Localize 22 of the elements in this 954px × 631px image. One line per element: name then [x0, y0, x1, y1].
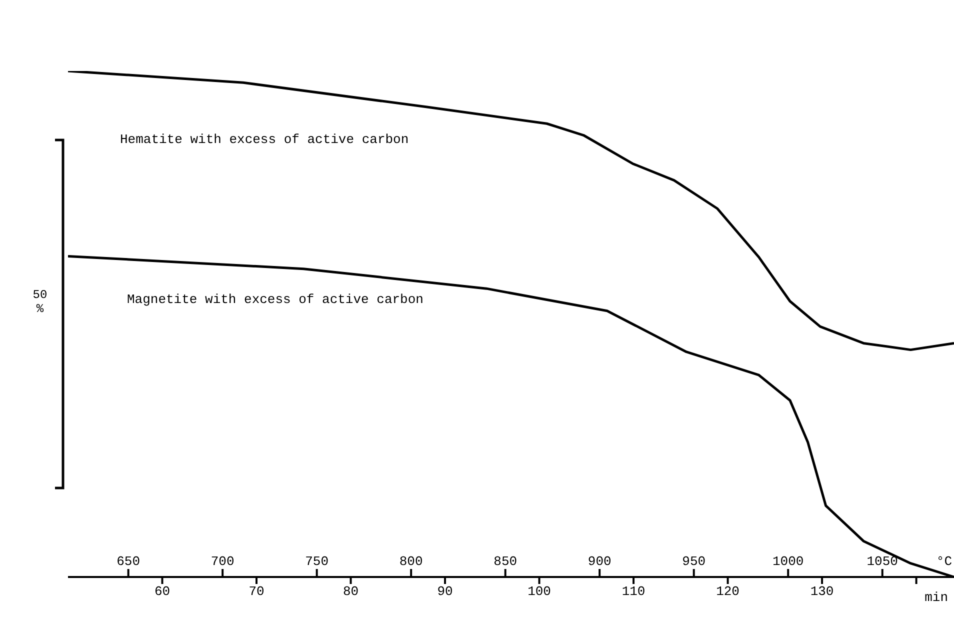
x-tick-label: 100 [528, 584, 551, 600]
x2-tick-label: 900 [588, 554, 612, 569]
series-label: Magnetite with excess of active carbon [127, 292, 424, 307]
x2-tick-label: 800 [399, 554, 423, 569]
x2-tick-label: 1000 [772, 554, 804, 569]
x-tick-label: 60 [154, 584, 170, 600]
x-axis-title: min [924, 590, 948, 605]
x2-tick-label: 700 [210, 554, 234, 569]
x-tick-label: 110 [622, 584, 646, 600]
x2-axis-title: °C [936, 554, 952, 569]
x-tick-label: 70 [248, 584, 264, 600]
x2-tick-label: 950 [682, 554, 706, 569]
x-tick-label: 80 [342, 584, 359, 600]
x2-tick-label: 650 [116, 554, 140, 569]
text: Hematite with excess of active carbon [120, 132, 409, 147]
text: 50 % [32, 288, 48, 316]
x-tick-label: 130 [810, 584, 834, 600]
x-tick-label: 120 [716, 584, 740, 600]
x2-tick-label: 1050 [866, 554, 898, 569]
x2-tick-label: 750 [305, 554, 329, 569]
x-tick-label: 90 [437, 584, 453, 600]
x2-tick-label: 850 [494, 554, 518, 569]
